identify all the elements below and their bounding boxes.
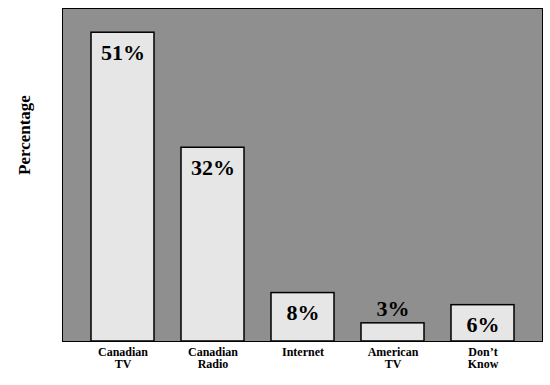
svg-text:CanadianRadio: CanadianRadio <box>188 345 238 371</box>
svg-text:8%: 8% <box>287 300 320 325</box>
svg-text:Internet: Internet <box>282 345 324 359</box>
svg-text:32%: 32% <box>191 155 235 180</box>
svg-text:CanadianTV: CanadianTV <box>98 345 148 371</box>
svg-text:51%: 51% <box>101 40 145 65</box>
svg-text:3%: 3% <box>377 296 410 321</box>
svg-text:AmericanTV: AmericanTV <box>368 345 419 371</box>
svg-text:Don’tKnow: Don’tKnow <box>468 345 499 371</box>
svg-text:6%: 6% <box>467 312 500 337</box>
svg-text:Percentage: Percentage <box>15 95 34 175</box>
